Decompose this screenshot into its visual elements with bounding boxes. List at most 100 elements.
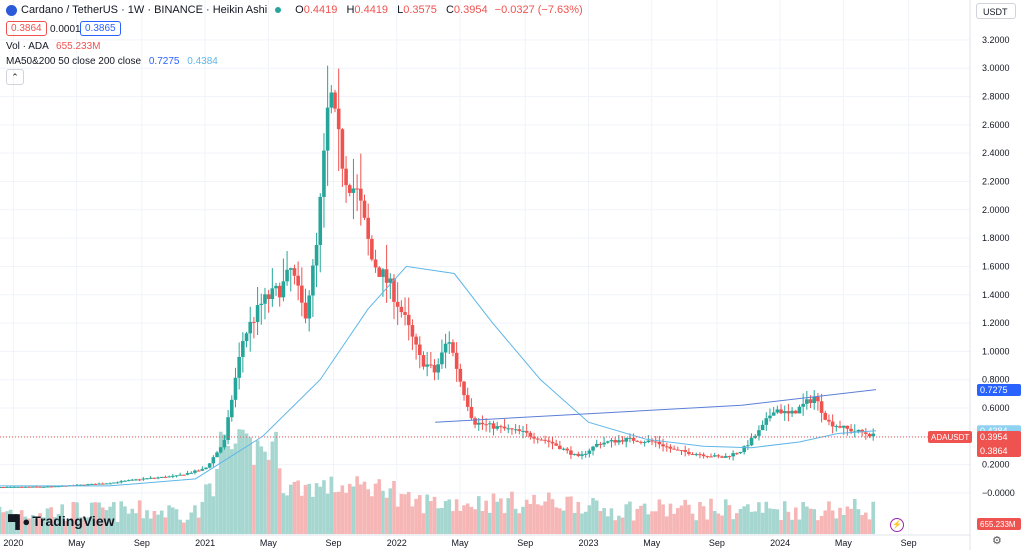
volume-bar xyxy=(60,504,65,534)
candle-body xyxy=(605,441,610,443)
candle-body xyxy=(830,421,835,427)
volume-bar xyxy=(687,504,691,534)
volume-bar xyxy=(100,507,105,534)
candle-body xyxy=(233,377,238,400)
volume-bar xyxy=(189,512,194,534)
volume-bar xyxy=(1,512,6,534)
volume-bar xyxy=(395,506,400,534)
settings-gear-icon[interactable]: ⚙ xyxy=(992,535,1002,547)
y-tick-label: 0.8000 xyxy=(982,375,1010,385)
candle-body xyxy=(771,412,776,416)
candle-body xyxy=(333,92,337,109)
candle-body xyxy=(779,409,783,414)
volume-bar xyxy=(196,517,201,534)
symbol-title[interactable]: Cardano / TetherUS · 1W · BINANCE · Heik… xyxy=(21,4,268,16)
volume-bar xyxy=(27,518,31,534)
candle-body xyxy=(178,474,182,476)
candle-body xyxy=(749,437,754,446)
candle-body xyxy=(443,343,448,353)
candle-body xyxy=(462,381,466,396)
x-tick-label: 2022 xyxy=(387,538,407,548)
volume-bar xyxy=(145,510,149,534)
candle-body xyxy=(86,484,90,486)
volume-bar xyxy=(451,511,455,534)
candle-body xyxy=(288,268,293,270)
volume-bar xyxy=(67,519,72,534)
volume-bar xyxy=(830,510,835,534)
candle-body xyxy=(292,268,297,276)
candle-body xyxy=(189,472,194,474)
candle-body xyxy=(760,424,765,431)
candle-body xyxy=(19,486,24,488)
candle-body xyxy=(53,486,57,488)
candle-body xyxy=(790,410,794,414)
buy-button[interactable]: 0.3865 xyxy=(80,21,121,36)
candle-body xyxy=(738,452,743,454)
volume-bar xyxy=(259,446,264,534)
x-tick-label: May xyxy=(68,538,86,548)
candle-body xyxy=(668,446,673,449)
volume-bar xyxy=(554,507,558,534)
volume-bar xyxy=(454,499,459,534)
volume-bar xyxy=(296,480,300,534)
volume-bar xyxy=(174,509,179,534)
lightning-icon[interactable]: ⚡ xyxy=(890,518,904,532)
volume-bar xyxy=(137,500,142,534)
candle-body xyxy=(134,479,138,481)
sell-button[interactable]: 0.3864 xyxy=(6,21,47,36)
candle-body xyxy=(366,217,370,239)
y-tick-label: 0.2000 xyxy=(982,460,1010,470)
candle-body xyxy=(631,437,636,441)
candle-body xyxy=(565,448,570,451)
volume-bar xyxy=(676,508,680,534)
candle-body xyxy=(23,486,28,488)
candle-body xyxy=(620,440,625,442)
volume-bar xyxy=(635,508,640,534)
volume-bar xyxy=(668,503,673,534)
candle-body xyxy=(786,411,791,414)
candle-body xyxy=(499,426,503,428)
x-tick-label: May xyxy=(835,538,853,548)
currency-select[interactable]: USDT xyxy=(976,3,1016,19)
volume-bar xyxy=(698,502,702,534)
volume-bar xyxy=(241,429,245,534)
volume-bar xyxy=(690,513,695,534)
volume-bar xyxy=(793,507,798,534)
volume-bar xyxy=(130,508,135,534)
candle-body xyxy=(639,441,643,443)
collapse-legend-icon[interactable]: ⌃ xyxy=(6,69,24,85)
candle-body xyxy=(174,475,179,477)
candle-body xyxy=(259,303,264,306)
y-tick-label: −0.0000 xyxy=(982,488,1015,498)
candle-body xyxy=(735,453,739,455)
ma-legend[interactable]: MA50&200 50 close 200 close 0.7275 0.438… xyxy=(6,56,218,67)
candle-body xyxy=(687,451,691,455)
volume-bar xyxy=(270,441,275,534)
candle-body xyxy=(141,478,146,480)
volume-bar xyxy=(410,506,415,534)
volume-bar xyxy=(178,519,182,534)
y-tick-label: 2.4000 xyxy=(982,148,1010,158)
candle-body xyxy=(115,482,120,484)
volume-bar xyxy=(653,511,658,534)
candle-body xyxy=(841,425,846,428)
volume-legend[interactable]: Vol · ADA 655.233M xyxy=(6,41,101,52)
volume-bar xyxy=(78,517,83,534)
candle-body xyxy=(746,445,750,447)
volume-bar xyxy=(16,516,20,534)
candle-body xyxy=(359,188,363,201)
ohlc-readout: O0.4419 H0.4419 L0.3575 C0.3954 −0.0327 … xyxy=(295,4,583,16)
candle-body xyxy=(594,443,599,447)
volume-bar xyxy=(366,489,370,534)
candle-body xyxy=(484,424,488,426)
volume-bar xyxy=(381,490,385,534)
candle-body xyxy=(650,440,654,442)
candle-body xyxy=(591,446,595,451)
volume-bar xyxy=(639,505,643,534)
volume-bar xyxy=(495,501,499,534)
candle-body xyxy=(871,433,875,437)
candle-body xyxy=(30,486,35,488)
candle-body xyxy=(823,412,828,420)
volume-bar xyxy=(805,506,809,534)
